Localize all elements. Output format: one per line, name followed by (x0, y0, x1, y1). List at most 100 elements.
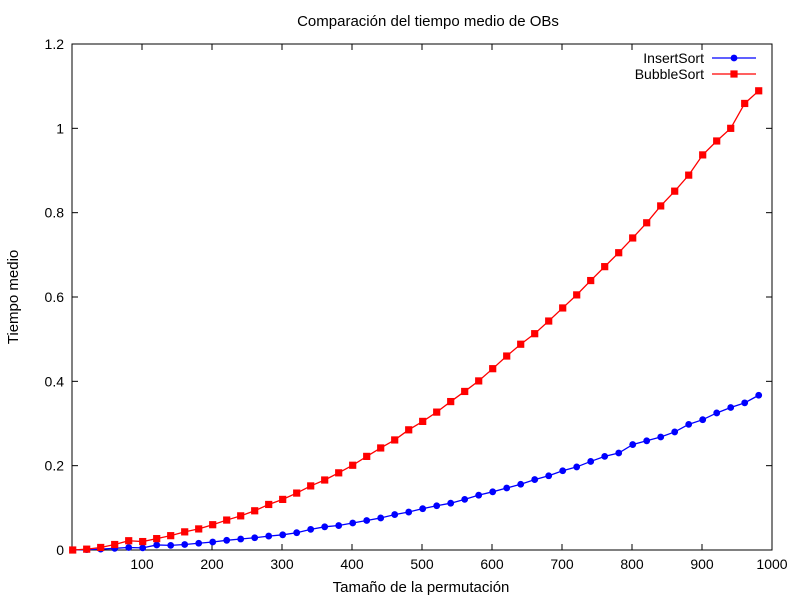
data-point-bubblesort (671, 187, 679, 195)
data-point-bubblesort (461, 387, 469, 396)
data-point-bubblesort (629, 234, 637, 242)
data-point-bubblesort (601, 263, 609, 271)
data-point-bubblesort (755, 87, 763, 95)
series-insertsort (69, 391, 763, 554)
data-point-insertsort (531, 476, 539, 483)
data-point-insertsort (587, 458, 595, 465)
data-point-bubblesort (209, 521, 217, 529)
data-point-bubblesort (335, 469, 343, 477)
data-point-bubblesort (531, 330, 539, 338)
data-point-insertsort (657, 433, 665, 441)
data-point-insertsort (251, 534, 259, 542)
data-point-insertsort (741, 399, 749, 407)
data-point-insertsort (643, 437, 651, 445)
data-point-insertsort (615, 449, 623, 457)
data-point-bubblesort (657, 202, 665, 210)
x-tick-label: 800 (620, 556, 644, 572)
x-tick-label: 500 (410, 556, 434, 572)
data-point-insertsort (545, 472, 553, 480)
chart-title: Comparación del tiempo medio de OBs (297, 13, 559, 30)
y-tick-label: 1.2 (45, 36, 65, 52)
data-point-insertsort (699, 416, 707, 424)
series-line-insertsort (72, 394, 760, 551)
y-tick-label: 0.2 (45, 458, 65, 474)
data-point-insertsort (503, 484, 511, 492)
y-tick-label: 0.4 (45, 373, 65, 389)
data-point-insertsort (167, 541, 175, 549)
data-point-insertsort (195, 539, 203, 547)
x-tick-label: 400 (340, 556, 364, 572)
x-tick-label: 100 (130, 556, 154, 572)
plot-frame (71, 43, 773, 551)
data-point-bubblesort (223, 516, 231, 524)
data-point-bubblesort (321, 476, 329, 484)
data-point-bubblesort (83, 545, 91, 553)
data-point-bubblesort (195, 525, 203, 533)
data-point-insertsort (755, 391, 763, 399)
data-point-bubblesort (587, 276, 595, 285)
data-point-bubblesort (153, 535, 161, 543)
data-point-insertsort (181, 541, 189, 548)
data-point-insertsort (125, 544, 133, 551)
data-point-insertsort (307, 525, 315, 533)
x-tick-label: 300 (270, 556, 294, 572)
legend-marker-insertsort (730, 54, 738, 62)
data-point-bubblesort (559, 304, 567, 312)
data-point-bubblesort (573, 291, 581, 299)
data-point-bubblesort (349, 461, 357, 469)
data-point-bubblesort (181, 528, 189, 536)
x-tick-label: 700 (550, 556, 574, 572)
y-tick-label: 0 (56, 542, 64, 558)
legend-label-bubblesort: BubbleSort (635, 66, 704, 82)
y-tick-label: 1 (56, 120, 64, 136)
data-point-insertsort (489, 488, 497, 496)
data-point-bubblesort (167, 532, 175, 540)
data-point-bubblesort (447, 397, 455, 406)
data-point-bubblesort (433, 408, 441, 416)
data-point-insertsort (685, 420, 693, 428)
data-point-bubblesort (251, 507, 259, 515)
data-point-insertsort (237, 535, 245, 543)
data-point-insertsort (293, 529, 301, 537)
data-point-insertsort (517, 480, 525, 488)
data-point-bubblesort (713, 137, 721, 145)
x-axis: 100 200 300 400 500 600 700 800 900 1000 (130, 44, 788, 572)
data-point-bubblesort (741, 99, 749, 108)
data-point-bubblesort (699, 151, 707, 159)
y-axis: 0 0.2 0.4 0.6 0.8 1 1.2 (45, 36, 772, 558)
data-point-insertsort (433, 502, 441, 510)
data-point-insertsort (139, 544, 147, 552)
data-point-insertsort (447, 499, 455, 507)
data-point-insertsort (419, 505, 427, 513)
data-point-insertsort (349, 519, 357, 527)
data-point-insertsort (405, 508, 413, 516)
data-point-insertsort (461, 496, 469, 503)
x-tick-label: 200 (200, 556, 224, 572)
data-point-bubblesort (363, 452, 371, 460)
data-point-bubblesort (419, 417, 427, 425)
data-point-bubblesort (97, 543, 105, 552)
data-point-bubblesort (293, 489, 301, 497)
series-bubblesort (69, 87, 763, 554)
data-point-insertsort (265, 532, 273, 540)
data-point-bubblesort (391, 436, 399, 444)
data-point-insertsort (321, 523, 329, 531)
x-tick-label: 600 (480, 556, 504, 572)
data-point-insertsort (573, 463, 581, 471)
data-point-insertsort (377, 514, 385, 522)
data-point-insertsort (279, 531, 287, 539)
data-point-bubblesort (727, 124, 735, 132)
data-point-insertsort (727, 404, 735, 411)
data-point-bubblesort (125, 537, 133, 545)
data-point-bubblesort (643, 219, 651, 227)
y-axis-label: Tiempo medio (5, 250, 22, 344)
x-axis-label: Tamaño de la permutación (333, 579, 510, 596)
data-point-insertsort (153, 541, 161, 549)
data-point-insertsort (629, 441, 637, 448)
data-point-bubblesort (685, 171, 693, 179)
data-point-insertsort (223, 536, 231, 544)
legend-label-insertsort: InsertSort (643, 50, 704, 66)
data-point-insertsort (335, 522, 343, 529)
